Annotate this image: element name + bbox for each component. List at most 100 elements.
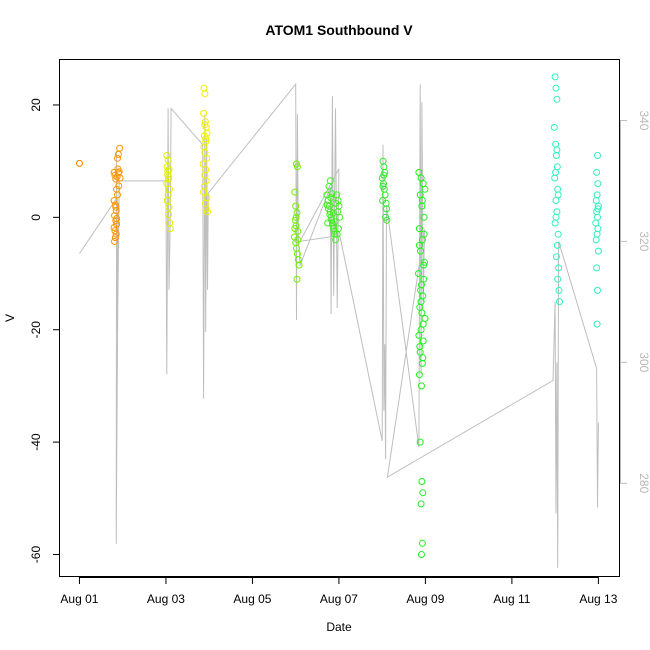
- data-point: [552, 152, 560, 159]
- data-point: [295, 261, 303, 269]
- data-point: [420, 275, 428, 283]
- y2-tick-label: 320: [637, 231, 650, 251]
- scatter-point-layer: [76, 73, 602, 558]
- data-point: [554, 275, 562, 283]
- plot-frame: [59, 59, 620, 577]
- data-point: [552, 197, 560, 204]
- data-point: [421, 258, 428, 266]
- data-point: [335, 225, 342, 233]
- data-point: [291, 188, 299, 196]
- data-point: [594, 152, 601, 159]
- data-point: [594, 225, 602, 233]
- y-tick-label: -40: [29, 433, 43, 451]
- data-point: [419, 320, 427, 328]
- x-tick-label: Aug 07: [320, 592, 358, 606]
- data-point: [114, 191, 121, 199]
- data-point: [417, 500, 425, 508]
- data-point: [418, 309, 426, 317]
- data-point: [332, 199, 340, 207]
- x-axis-label: Date: [326, 620, 352, 634]
- y-axis-left: -60 -40 -20 0 20: [29, 98, 60, 563]
- data-point: [551, 219, 559, 227]
- data-point: [113, 215, 121, 222]
- data-point: [415, 241, 423, 249]
- data-point: [553, 95, 561, 103]
- data-point: [419, 337, 427, 345]
- data-point: [293, 209, 301, 217]
- data-point: [114, 165, 122, 173]
- data-point: [163, 152, 171, 159]
- data-point: [421, 315, 429, 322]
- data-point: [594, 213, 601, 221]
- data-point: [593, 230, 601, 238]
- data-point: [111, 238, 118, 245]
- data-point: [417, 286, 425, 294]
- data-point: [323, 201, 331, 209]
- data-point: [110, 224, 118, 231]
- secondary-series-line: [79, 82, 599, 568]
- data-point: [201, 121, 209, 129]
- data-point: [114, 154, 121, 162]
- data-point: [420, 230, 428, 238]
- data-point: [199, 160, 207, 168]
- data-point: [163, 197, 171, 204]
- data-point: [293, 160, 300, 168]
- data-point: [551, 174, 559, 182]
- data-point: [555, 286, 563, 294]
- data-point: [325, 182, 333, 190]
- data-point: [593, 168, 601, 176]
- data-point: [552, 140, 560, 148]
- data-point: [418, 478, 426, 485]
- data-point: [418, 551, 425, 558]
- chart-title: ATOM1 Southbound V: [265, 22, 413, 38]
- data-point: [554, 230, 562, 238]
- data-point: [111, 234, 119, 242]
- data-point: [594, 205, 602, 213]
- data-point: [553, 208, 561, 216]
- data-point: [165, 166, 173, 174]
- data-point: [553, 163, 561, 171]
- data-point: [416, 438, 424, 446]
- data-point: [336, 213, 344, 221]
- y2-tick-label: 300: [637, 352, 650, 372]
- data-point: [163, 180, 171, 188]
- data-point: [76, 159, 83, 167]
- data-point: [421, 185, 429, 193]
- data-point: [292, 213, 300, 221]
- data-point: [112, 203, 120, 211]
- data-point: [293, 163, 301, 171]
- data-point: [418, 197, 426, 204]
- data-point: [204, 208, 211, 216]
- data-point: [383, 216, 391, 224]
- y2-tick-label: 280: [637, 473, 650, 493]
- x-tick-label: Aug 09: [406, 592, 444, 606]
- data-point: [594, 180, 602, 188]
- x-axis: Aug 01 Aug 03 Aug 05 Aug 07 Aug 09 Aug 11 Aug …: [60, 577, 618, 606]
- data-point: [553, 146, 561, 154]
- data-point: [165, 203, 173, 211]
- data-point: [552, 213, 560, 221]
- data-point: [420, 213, 428, 221]
- data-point: [112, 230, 120, 238]
- data-point: [553, 241, 561, 249]
- data-point: [327, 194, 335, 202]
- x-tick-label: Aug 05: [233, 592, 271, 606]
- data-point: [416, 348, 424, 356]
- y-axis-label: V: [3, 314, 17, 322]
- data-point: [419, 354, 427, 362]
- data-point: [418, 382, 425, 390]
- data-point: [415, 371, 423, 379]
- data-point: [383, 205, 390, 213]
- y-tick-label: -60: [29, 546, 43, 564]
- x-tick-label: Aug 13: [579, 592, 617, 606]
- data-point: [291, 225, 299, 233]
- data-point: [593, 320, 601, 328]
- data-point: [550, 123, 558, 131]
- data-point: [165, 175, 172, 183]
- data-point: [418, 539, 426, 547]
- data-point: [555, 264, 563, 272]
- data-point: [166, 225, 174, 233]
- data-point: [203, 154, 211, 162]
- y-axis-right: 280 300 320 340: [620, 110, 650, 494]
